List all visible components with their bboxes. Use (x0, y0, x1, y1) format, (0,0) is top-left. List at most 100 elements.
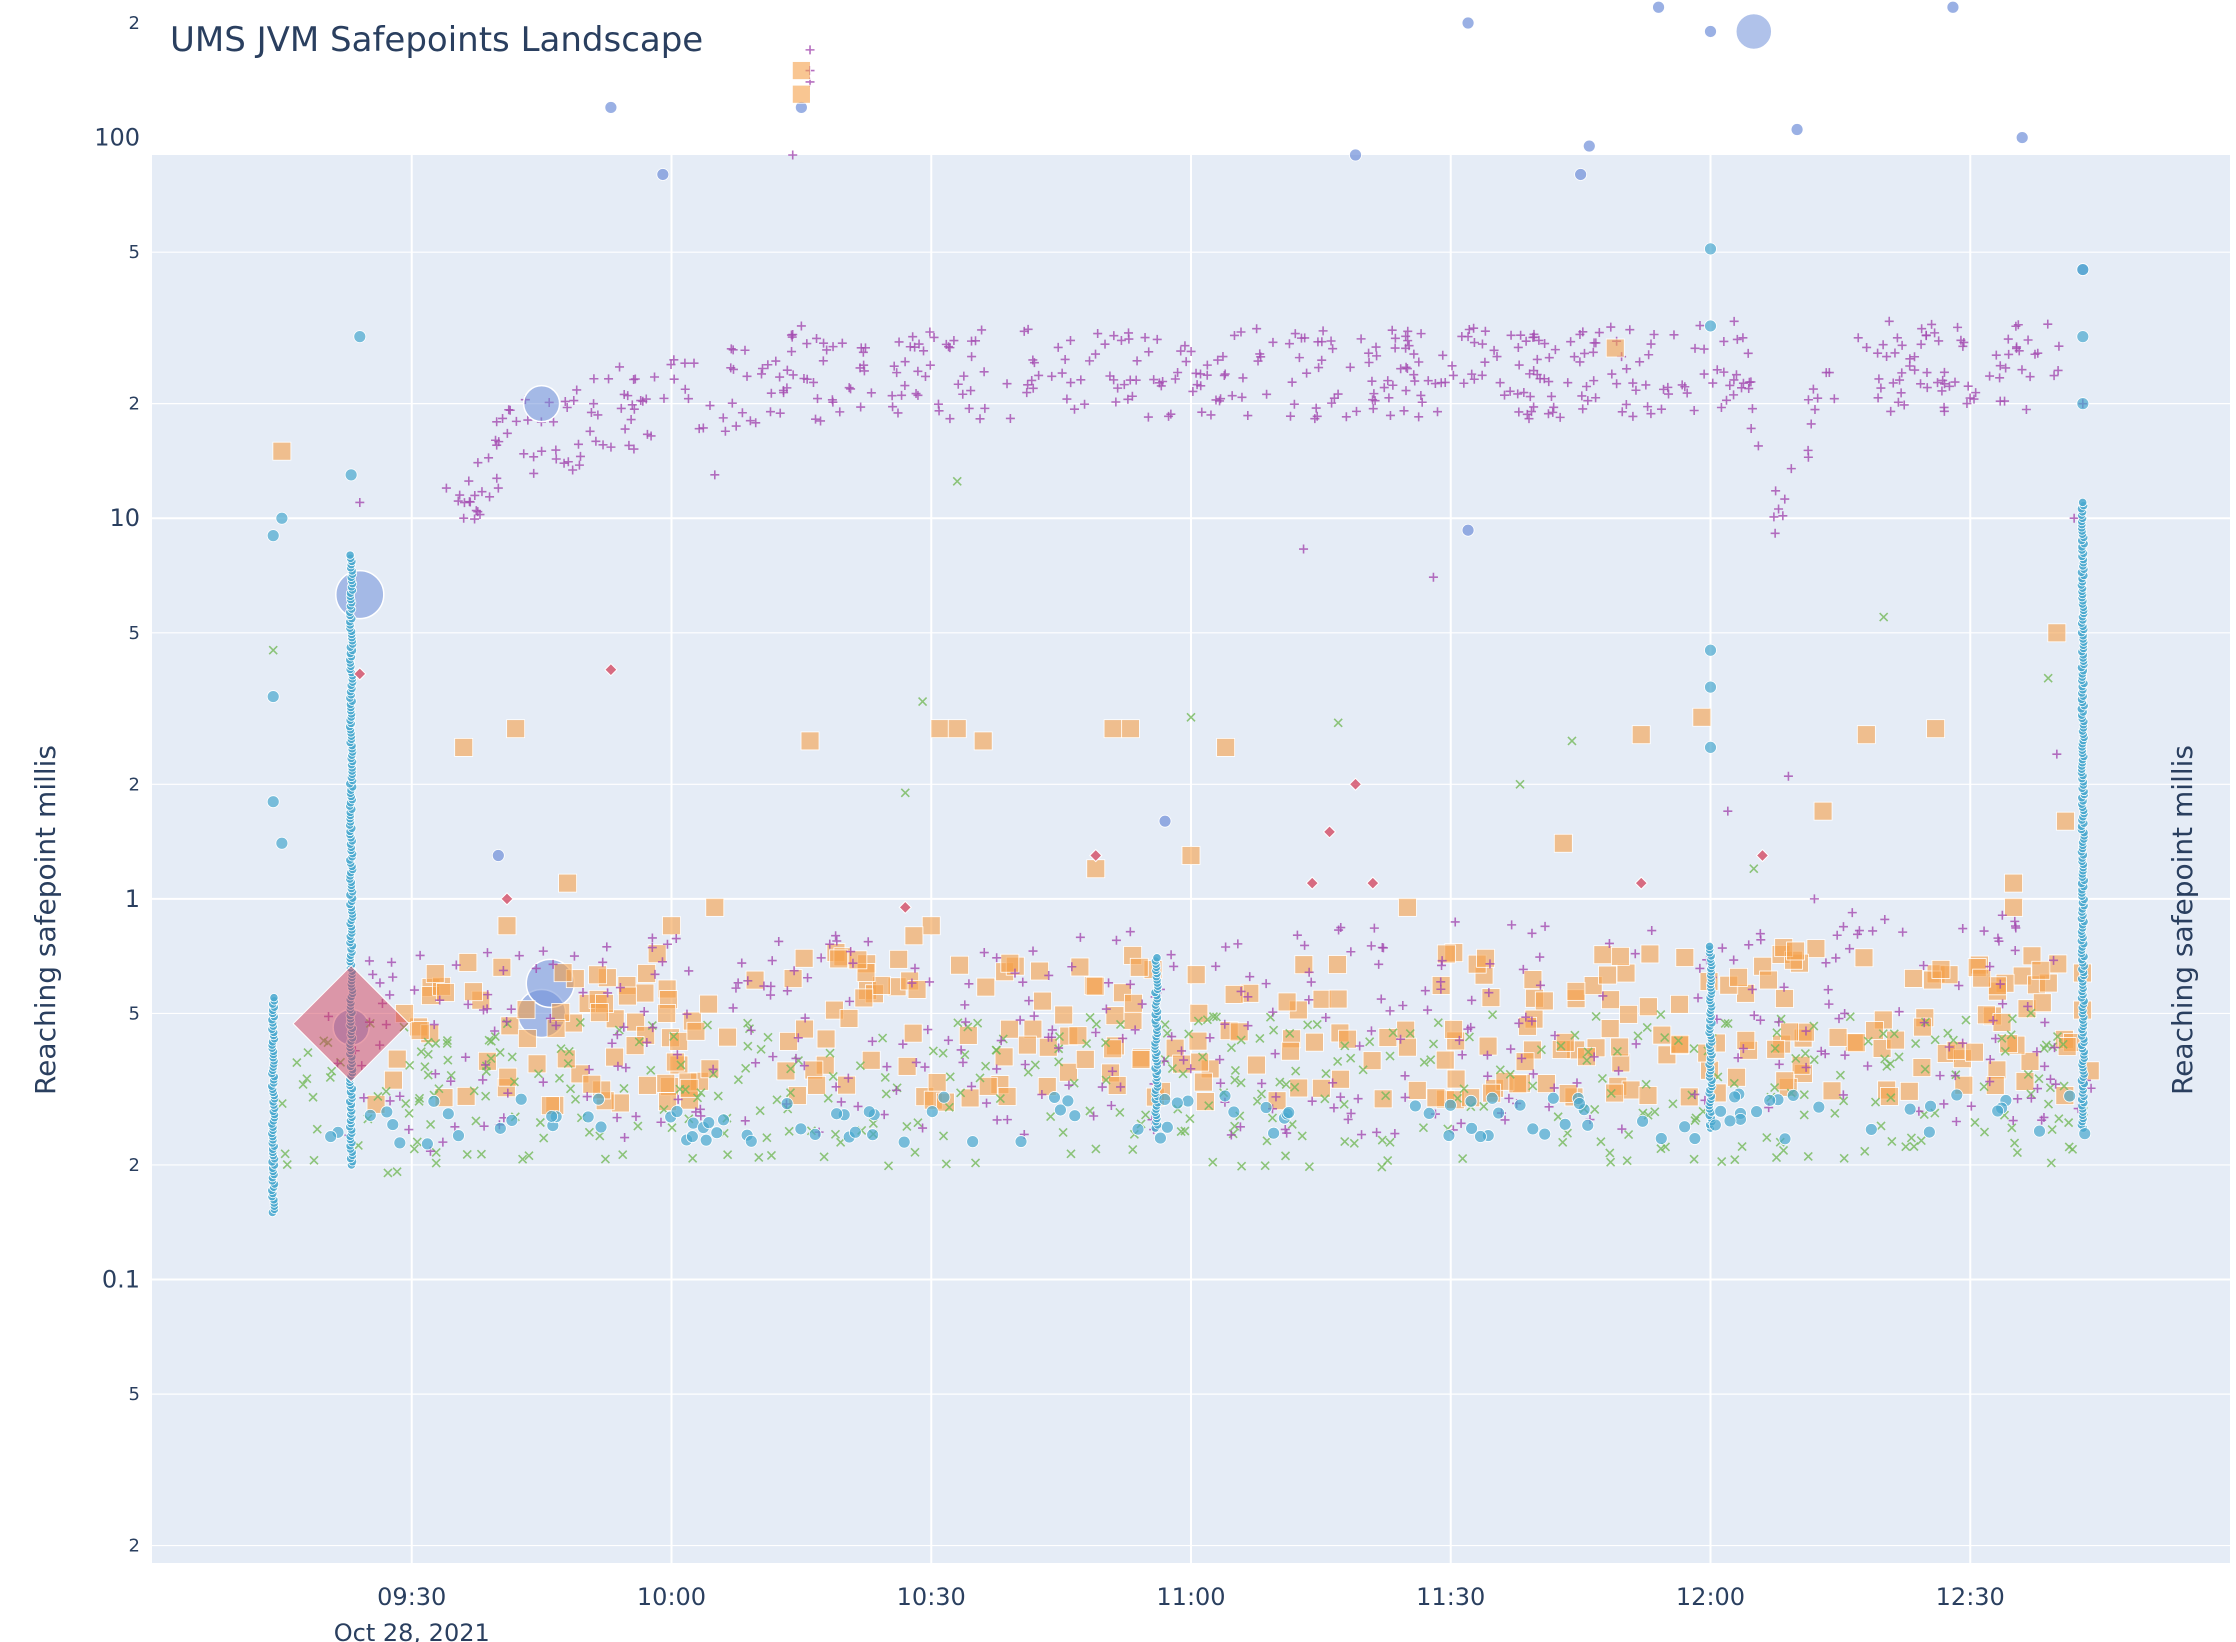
mark-blue-circle (335, 569, 385, 620)
mark-green-x-band (1256, 1089, 1267, 1099)
mark-blue-circle (1461, 16, 1475, 30)
mark-purple-cross-band (1589, 376, 1599, 386)
mark-green-x-band (1558, 1137, 1568, 1147)
mark-purple-cross-band (1930, 328, 1940, 338)
mark-purple-cross-band (464, 476, 474, 486)
mark-green-x-band (1281, 1079, 1291, 1089)
mark-purple-cross-low-band (728, 1003, 738, 1013)
mark-purple-cross-band (778, 385, 788, 395)
mark-orange-square-band (897, 1056, 917, 1076)
mark-green-x-band (1839, 1153, 1849, 1163)
mark-purple-cross-band (705, 401, 715, 411)
mark-purple-cross-band (920, 371, 930, 381)
mark-purple-cross-low-band (684, 966, 694, 976)
mark-purple-cross-low-band (1420, 986, 1430, 996)
mark-green-x-band (1799, 1090, 1809, 1100)
mark-green-x-band (423, 1070, 433, 1080)
mark-purple-cross-low-band (737, 958, 747, 968)
mark-purple-cross-band (1612, 379, 1622, 389)
mark-purple-cross-band (1649, 329, 1659, 339)
mark-green-x-band (669, 1031, 679, 1042)
mark-purple-cross-band (1995, 396, 2005, 406)
mark-cyan-circle-band (1538, 1127, 1552, 1141)
mark-purple-cross-band (585, 426, 595, 436)
mark-purple-cross-low-band (1369, 923, 1379, 933)
mark-green-x-band (442, 1038, 452, 1048)
mark-purple-cross-band (1910, 352, 1920, 362)
mark-orange-square-band (1105, 1006, 1125, 1026)
mark-purple-cross-band (1022, 388, 1032, 398)
mark-green-x-band (1312, 1019, 1322, 1029)
mark-cyan-circle-band (545, 1109, 559, 1123)
mark-green-x-band (981, 1061, 991, 1071)
mark-purple-cross-low-band (1738, 1044, 1748, 1054)
mark-green-x-band (1054, 1031, 1065, 1042)
mark-green-x-band (2007, 1014, 2017, 1024)
mark-purple-cross-band (1197, 407, 1207, 417)
mark-orange-square-band (1593, 945, 1613, 965)
mark-purple-cross-band (523, 415, 533, 425)
mark-purple-cross-low-band (482, 1004, 492, 1014)
mark-orange-square-band (665, 1052, 685, 1072)
mark-purple-cross-band (1577, 391, 1587, 401)
mark-purple-cross-band (1327, 398, 1337, 408)
mark-purple-cross-band (858, 347, 868, 357)
mark-purple-cross-band (1093, 329, 1103, 339)
mark-cyan-circle-band (1227, 1105, 1241, 1119)
mark-purple-cross-low-band (832, 936, 842, 946)
mark-purple-cross-band (818, 356, 828, 366)
mark-purple-cross-low-band (1335, 1092, 1345, 1102)
mark-purple-cross-band (1656, 404, 1666, 414)
mark-green-x-band (1886, 1093, 1896, 1103)
mark-green-x-band (1211, 1012, 1222, 1022)
mark-green-x-band (1772, 1028, 1782, 1038)
mark-purple-cross-band (1401, 331, 1411, 341)
mark-green-x-band (1860, 1146, 1870, 1156)
mark-purple-cross-band (1738, 378, 1748, 388)
mark-purple-cross-band (766, 388, 776, 398)
mark-purple-cross-band (1708, 378, 1718, 388)
mark-purple-cross-band (1495, 378, 1505, 388)
mark-purple-cross-band (1401, 386, 1411, 396)
mark-purple-cross-low-band (925, 977, 935, 987)
mark-purple-cross-band (1716, 403, 1726, 413)
mark-purple-cross-band (1506, 330, 1516, 340)
mark-blue-circle (2015, 131, 2029, 144)
mark-orange-square-band (1775, 1071, 1795, 1091)
mark-orange-square-band (2048, 954, 2068, 974)
mark-green-x-band (509, 1077, 519, 1087)
mark-green-x-band (973, 1018, 983, 1028)
mark-purple-cross-band (949, 336, 959, 346)
mark-green-x-band (1723, 1019, 1733, 1029)
mark-green-x-band (442, 1036, 452, 1046)
mark-purple-cross-band (504, 405, 514, 415)
mark-purple-cross-low-band (767, 956, 777, 966)
mark-purple-cross-low-band (1821, 958, 1831, 968)
mark-orange-square-band (2020, 1051, 2040, 1071)
mark-purple-cross-band (1213, 355, 1223, 365)
mark-green-x-band (878, 1033, 888, 1043)
mark-green-x-band (1426, 1055, 1436, 1065)
mark-purple-cross-low-band (1506, 1044, 1516, 1054)
mark-purple-cross-band (1729, 316, 1739, 326)
mark-cyan-circle-band (427, 1094, 441, 1108)
mark-cyan-circle (1704, 242, 1717, 256)
mark-purple-cross-band (1220, 369, 1230, 379)
mark-purple-cross-band (1810, 405, 1820, 415)
mark-green-x-band (618, 1150, 628, 1160)
mark-purple-cross-band (1937, 386, 1947, 396)
mark-purple-cross-band (1939, 367, 1949, 377)
mark-purple-cross-band (1732, 334, 1742, 344)
mark-red-diamond (604, 662, 618, 677)
mark-orange-square-band (997, 1087, 1017, 1106)
mark-purple-cross-low-band (766, 990, 776, 1000)
mark-orange-square-band (1670, 1034, 1690, 1054)
mark-orange-square-band (605, 1047, 625, 1067)
mark-purple-cross-band (1525, 392, 1535, 402)
mark-green-x-band (1358, 1065, 1368, 1075)
mark-blue-circle (491, 849, 505, 862)
mark-green-x-band (570, 1094, 581, 1104)
mark-purple-cross-low-band (1693, 993, 1703, 1003)
mark-green-x-band (381, 1086, 391, 1096)
